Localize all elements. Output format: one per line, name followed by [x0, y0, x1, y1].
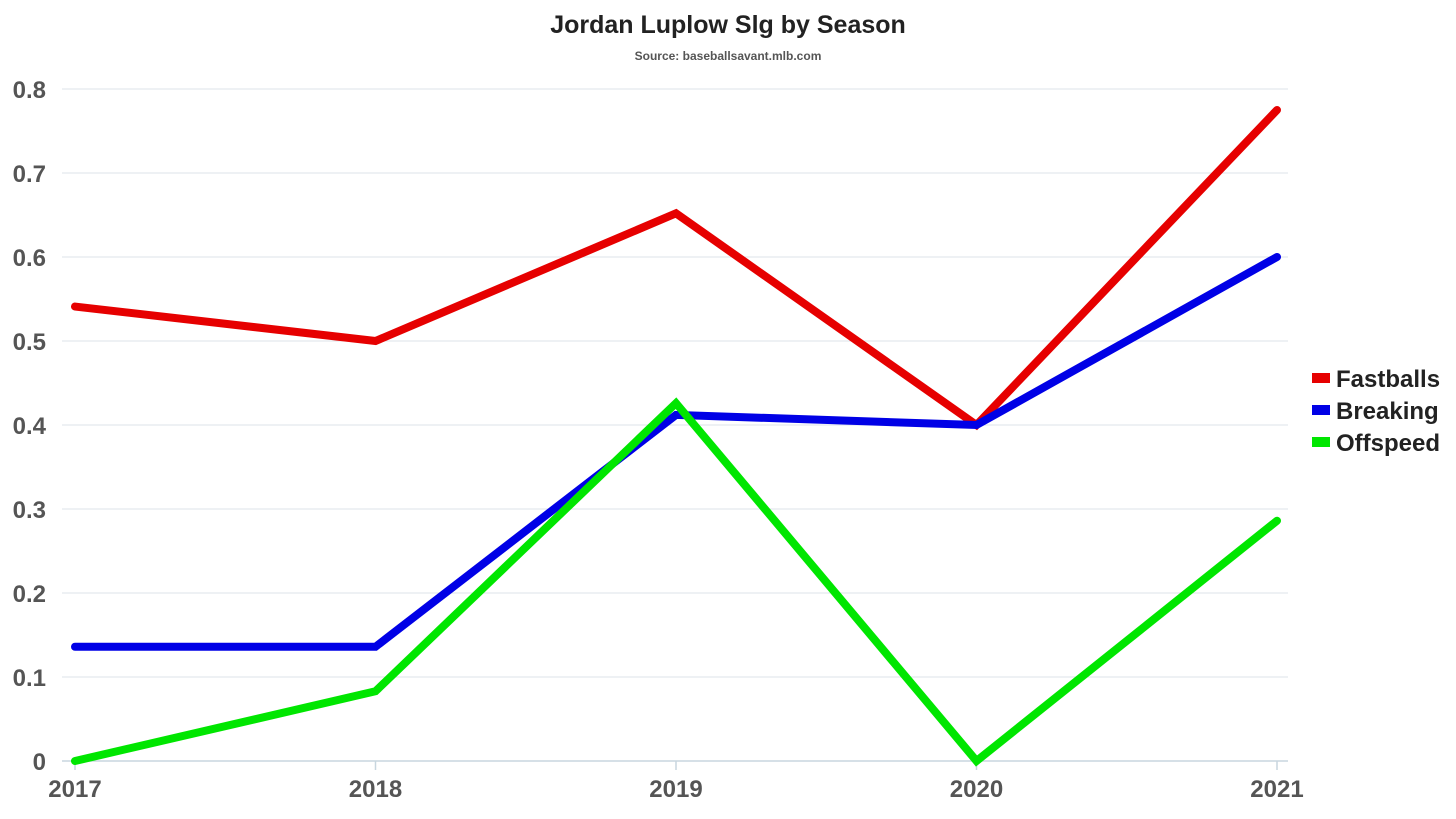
legend-swatch-fastballs [1312, 373, 1330, 383]
x-tick-label: 2017 [48, 776, 101, 803]
legend-label-breaking: Breaking [1336, 398, 1439, 425]
legend-label-offspeed: Offspeed [1336, 430, 1440, 457]
x-tick-label: 2021 [1250, 776, 1303, 803]
series [71, 106, 1281, 767]
series-line-offspeed [71, 397, 1281, 767]
y-tick-label: 0.4 [13, 413, 47, 440]
x-tick-label: 2019 [649, 776, 702, 803]
chart-title: Jordan Luplow Slg by Season [550, 11, 906, 39]
axes: 0 0.1 0.2 0.3 0.4 0.5 0.6 0.7 0.8 2017 2018 2019 202… [13, 77, 1304, 803]
y-tick-label: 0.6 [13, 245, 46, 272]
y-tick-label: 0.5 [13, 329, 46, 356]
series-line-breaking [71, 253, 1281, 651]
x-tick-label: 2018 [349, 776, 402, 803]
y-tick-label: 0.8 [13, 77, 46, 104]
legend-swatch-offspeed [1312, 437, 1330, 447]
legend: Fastballs Breaking Offspeed [1312, 366, 1440, 457]
series-line-fastballs [71, 106, 1281, 431]
y-tick-label: 0.7 [13, 161, 46, 188]
y-tick-label: 0.2 [13, 581, 46, 608]
y-tick-label: 0 [33, 749, 46, 776]
y-tick-label: 0.3 [13, 497, 46, 524]
x-tick-label: 2020 [950, 776, 1003, 803]
y-tick-label: 0.1 [13, 665, 46, 692]
legend-swatch-breaking [1312, 405, 1330, 415]
grid [62, 88, 1288, 678]
chart-subtitle: Source: baseballsavant.mlb.com [635, 49, 822, 63]
legend-label-fastballs: Fastballs [1336, 366, 1440, 393]
